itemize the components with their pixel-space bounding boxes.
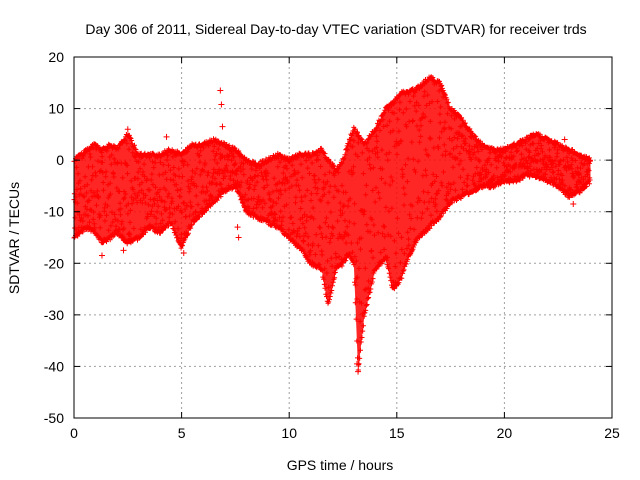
- data-point-outlier: [124, 126, 131, 133]
- y-tick-label: -30: [44, 307, 64, 323]
- y-tick-label: -20: [44, 255, 64, 271]
- x-tick-label: 20: [497, 425, 513, 441]
- y-tick-label: -40: [44, 358, 64, 374]
- x-tick-label: 25: [604, 425, 620, 441]
- x-tick-label: 0: [70, 425, 78, 441]
- data-point-outlier: [235, 234, 242, 241]
- axis-ticks: [73, 56, 613, 419]
- data-point-outlier: [561, 136, 568, 143]
- tick-labels: 0 5 10 15 20 25 -50 -40 -30 -20 -10 0 10 20: [44, 49, 620, 441]
- y-axis-label: SDTVAR / TECUs: [6, 182, 22, 294]
- x-axis-label: GPS time / hours: [287, 457, 394, 473]
- plot-frame: [73, 56, 613, 419]
- data-point-outlier: [570, 200, 577, 207]
- y-tick-label: 10: [48, 101, 64, 117]
- x-tick-label: 15: [389, 425, 405, 441]
- data-point-outlier: [218, 101, 225, 108]
- chart-title: Day 306 of 2011, Sidereal Day-to-day VTE…: [85, 21, 586, 37]
- data-point-outlier: [163, 133, 170, 140]
- y-tick-label: 20: [48, 49, 64, 65]
- data-point-outlier: [355, 368, 362, 375]
- x-tick-label: 5: [178, 425, 186, 441]
- data-series-sdtvar: [71, 74, 593, 375]
- data-point-outlier: [120, 247, 127, 254]
- y-tick-label: -10: [44, 204, 64, 220]
- data-point-outlier: [234, 224, 241, 231]
- data-point-outlier: [353, 360, 360, 367]
- x-tick-label: 10: [281, 425, 297, 441]
- data-point-outlier: [219, 123, 226, 130]
- data-point-outlier: [217, 87, 224, 94]
- data-point-outlier: [180, 249, 187, 256]
- y-tick-label: -50: [44, 410, 64, 426]
- y-tick-label: 0: [56, 152, 64, 168]
- data-point-outlier: [98, 252, 105, 259]
